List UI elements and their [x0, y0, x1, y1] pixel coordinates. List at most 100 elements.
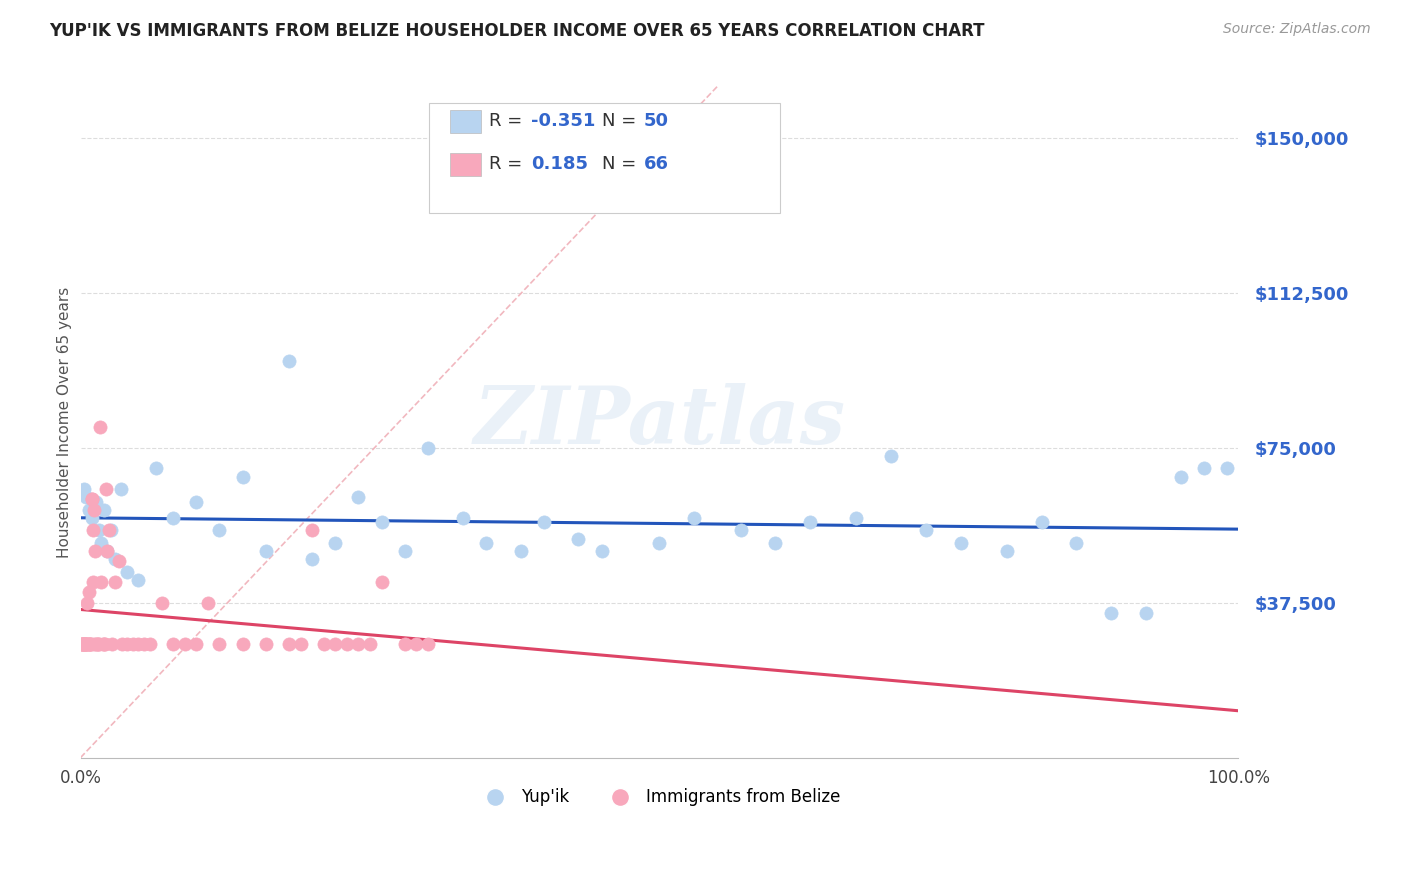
Point — [880, 449, 903, 463]
Text: ZIPatlas: ZIPatlas — [474, 384, 845, 461]
Point — [91, 637, 114, 651]
Point — [82, 575, 104, 590]
Point — [90, 575, 112, 590]
Point — [533, 515, 555, 529]
Point — [72, 637, 94, 651]
Point — [475, 536, 498, 550]
Point — [405, 637, 427, 651]
Point — [77, 637, 100, 651]
Point — [197, 596, 219, 610]
Point — [75, 637, 97, 651]
Point — [509, 544, 531, 558]
Point — [301, 524, 323, 538]
Point — [730, 524, 752, 538]
Point — [80, 637, 103, 651]
Point — [90, 536, 112, 550]
Text: YUP'IK VS IMMIGRANTS FROM BELIZE HOUSEHOLDER INCOME OVER 65 YEARS CORRELATION CH: YUP'IK VS IMMIGRANTS FROM BELIZE HOUSEHO… — [49, 22, 984, 40]
Point — [76, 637, 98, 651]
Point — [77, 585, 100, 599]
Point — [1099, 606, 1122, 620]
Point — [370, 515, 392, 529]
Point — [394, 637, 416, 651]
Point — [96, 544, 118, 558]
Point — [323, 536, 346, 550]
Point — [107, 554, 129, 568]
Point — [76, 596, 98, 610]
Point — [1216, 461, 1239, 475]
Point — [98, 524, 121, 538]
Point — [80, 492, 103, 507]
Point — [359, 637, 381, 651]
Point — [254, 544, 277, 558]
Point — [104, 575, 127, 590]
Point — [84, 544, 107, 558]
Point — [278, 637, 301, 651]
Point — [80, 511, 103, 525]
Point — [1031, 515, 1053, 529]
Text: 0.185: 0.185 — [531, 155, 589, 173]
Point — [186, 637, 208, 651]
Point — [845, 511, 868, 525]
Point — [301, 552, 323, 566]
Text: -0.351: -0.351 — [531, 112, 596, 130]
Text: N =: N = — [602, 155, 641, 173]
Point — [94, 482, 117, 496]
Point — [75, 491, 97, 505]
Point — [82, 524, 104, 538]
Point — [139, 637, 162, 651]
Point — [150, 596, 173, 610]
Point — [96, 544, 118, 558]
Point — [591, 544, 613, 558]
Point — [83, 637, 105, 651]
Point — [94, 637, 117, 651]
Point — [290, 637, 312, 651]
Point — [70, 637, 93, 651]
Text: 50: 50 — [644, 112, 669, 130]
Point — [75, 637, 97, 651]
Point — [914, 524, 936, 538]
Point — [1170, 469, 1192, 483]
Point — [77, 503, 100, 517]
Point — [87, 524, 110, 538]
Legend: Yup'ik, Immigrants from Belize: Yup'ik, Immigrants from Belize — [471, 781, 848, 814]
Point — [323, 637, 346, 651]
Point — [80, 492, 103, 507]
Point — [995, 544, 1018, 558]
Point — [683, 511, 706, 525]
Point — [208, 637, 231, 651]
Y-axis label: Householder Income Over 65 years: Householder Income Over 65 years — [58, 286, 72, 558]
Point — [254, 637, 277, 651]
Point — [70, 637, 93, 651]
Point — [115, 637, 138, 651]
Point — [83, 503, 105, 517]
Point — [77, 637, 100, 651]
Point — [394, 544, 416, 558]
Point — [75, 637, 97, 651]
Point — [115, 565, 138, 579]
Point — [86, 637, 108, 651]
Point — [336, 637, 359, 651]
Point — [93, 637, 115, 651]
Point — [416, 441, 439, 455]
Point — [73, 637, 96, 651]
Point — [949, 536, 972, 550]
Point — [87, 637, 110, 651]
Point — [101, 637, 124, 651]
Point — [73, 482, 96, 496]
Point — [173, 637, 195, 651]
Point — [79, 637, 101, 651]
Point — [1192, 461, 1215, 475]
Point — [1066, 536, 1088, 550]
Point — [84, 494, 107, 508]
Text: R =: R = — [489, 155, 529, 173]
Point — [110, 482, 132, 496]
Point — [370, 575, 392, 590]
Point — [111, 637, 134, 651]
Point — [73, 637, 96, 651]
Point — [1135, 606, 1157, 620]
Point — [121, 637, 143, 651]
Point — [567, 532, 589, 546]
Text: 66: 66 — [644, 155, 669, 173]
Point — [72, 637, 94, 651]
Point — [347, 637, 370, 651]
